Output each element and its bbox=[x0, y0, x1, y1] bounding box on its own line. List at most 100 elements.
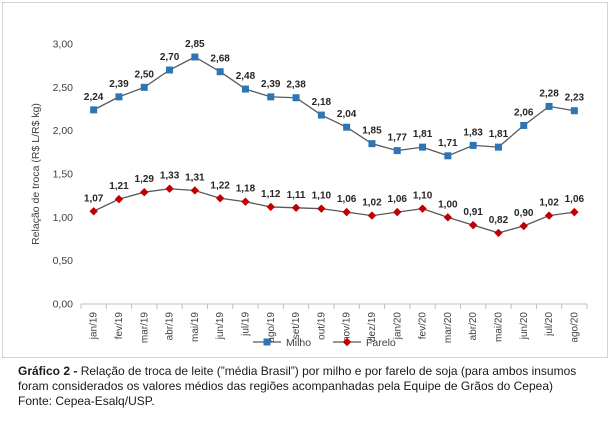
farelo-data-label: 1,06 bbox=[388, 194, 408, 205]
farelo-series-line bbox=[93, 188, 575, 234]
farelo-point bbox=[393, 207, 402, 217]
milho-data-label: 1,81 bbox=[489, 129, 509, 140]
milho-legend-label: Milho bbox=[286, 337, 311, 349]
x-tick-label: fev/19 bbox=[114, 312, 125, 340]
farelo-data-label: 1,31 bbox=[185, 172, 205, 183]
y-tick-label: 2,00 bbox=[53, 125, 74, 137]
farelo-data-label: 0,90 bbox=[514, 208, 534, 219]
milho-data-label: 2,28 bbox=[539, 88, 559, 99]
farelo-data-label: 1,00 bbox=[438, 199, 458, 210]
farelo-point bbox=[165, 184, 174, 193]
milho-point bbox=[343, 123, 351, 131]
milho-point bbox=[140, 83, 148, 91]
farelo-data-label: 1,02 bbox=[362, 198, 382, 209]
milho-series-line bbox=[93, 56, 575, 157]
x-tick-label: ago/19 bbox=[266, 312, 277, 343]
milho-data-label: 1,85 bbox=[362, 126, 382, 137]
y-tick-label: 1,00 bbox=[53, 212, 74, 224]
farelo-data-label: 1,11 bbox=[287, 190, 306, 201]
farelo-point bbox=[89, 207, 98, 216]
x-tick-label: nov/19 bbox=[342, 312, 353, 342]
x-tick-label: jul/20 bbox=[544, 312, 555, 337]
milho-data-label: 2,04 bbox=[337, 109, 357, 120]
x-tick-label: fev/20 bbox=[418, 312, 429, 340]
x-tick-label: dez/19 bbox=[367, 312, 378, 342]
y-axis-title: Relação de troca (R$ L/R$ kg) bbox=[30, 103, 42, 245]
milho-data-label: 2,23 bbox=[565, 93, 585, 104]
milho-data-label: 2,50 bbox=[135, 69, 155, 80]
y-tick-label: 1,50 bbox=[53, 169, 74, 181]
farelo-data-label: 1,33 bbox=[160, 171, 180, 182]
milho-data-label: 2,18 bbox=[312, 97, 332, 108]
y-tick-label: 0,50 bbox=[53, 255, 74, 267]
farelo-data-label: 1,12 bbox=[261, 189, 281, 200]
milho-point bbox=[166, 66, 174, 74]
x-tick-label: mai/19 bbox=[190, 312, 201, 342]
milho-data-label: 1,81 bbox=[413, 129, 433, 140]
x-tick-label: jun/19 bbox=[215, 312, 226, 341]
farelo-point bbox=[241, 197, 250, 206]
caption-text: Relação de troca de leite (”média Brasil… bbox=[18, 364, 577, 393]
chart-svg: Relação de troca (R$ L/R$ kg) 0,00 0,50 1,0… bbox=[30, 39, 588, 349]
x-tick-label: out/19 bbox=[316, 312, 327, 340]
milho-point bbox=[216, 68, 224, 76]
milho-point bbox=[520, 121, 528, 129]
farelo-point bbox=[266, 202, 275, 212]
farelo-point bbox=[215, 194, 225, 203]
x-tick-label: jan/19 bbox=[89, 312, 100, 341]
farelo-data-label: 1,18 bbox=[236, 184, 256, 195]
farelo-legend-marker bbox=[342, 337, 352, 347]
farelo-point bbox=[468, 220, 478, 230]
farelo-point bbox=[190, 186, 200, 195]
farelo-point bbox=[494, 228, 503, 238]
milho-data-label: 1,71 bbox=[438, 138, 458, 149]
x-tick-label: mai/20 bbox=[493, 312, 504, 342]
farelo-point bbox=[570, 207, 579, 217]
farelo-point bbox=[291, 203, 301, 212]
milho-data-label: 2,48 bbox=[236, 71, 256, 82]
farelo-point bbox=[544, 211, 554, 220]
x-tick-label: jun/20 bbox=[519, 312, 530, 341]
milho-point bbox=[115, 93, 123, 101]
farelo-data-label: 1,07 bbox=[84, 193, 104, 204]
milho-point bbox=[570, 107, 578, 115]
milho-point bbox=[292, 94, 300, 102]
farelo-data-label: 1,22 bbox=[210, 180, 230, 191]
farelo-legend-label: Farelo bbox=[366, 337, 396, 349]
milho-point bbox=[494, 143, 502, 151]
x-tick-label: abr/19 bbox=[165, 312, 176, 341]
milho-point bbox=[317, 111, 325, 119]
caption-label: Gráfico 2 - bbox=[18, 364, 78, 378]
x-tick-label: jul/19 bbox=[240, 312, 251, 337]
caption-source: Fonte: Cepea-Esalq/USP. bbox=[18, 394, 155, 408]
chart-frame: Relação de troca (R$ L/R$ kg) 0,00 0,50 1,0… bbox=[2, 2, 608, 358]
farelo-point bbox=[519, 221, 528, 231]
milho-point bbox=[241, 85, 249, 93]
milho-data-label: 2,39 bbox=[261, 79, 281, 90]
farelo-data-label: 1,29 bbox=[135, 174, 155, 185]
milho-point bbox=[393, 147, 401, 155]
farelo-point bbox=[114, 194, 124, 204]
milho-data-label: 1,83 bbox=[463, 127, 483, 138]
farelo-data-label: 1,10 bbox=[312, 191, 332, 202]
milho-data-label: 2,38 bbox=[286, 80, 306, 91]
x-tick-label: jan/20 bbox=[392, 312, 403, 341]
milho-data-label: 2,85 bbox=[185, 39, 205, 50]
milho-point bbox=[191, 53, 199, 61]
milho-point bbox=[545, 102, 553, 110]
y-tick-label: 2,50 bbox=[53, 82, 74, 94]
farelo-data-label: 1,02 bbox=[539, 198, 559, 209]
milho-data-label: 2,70 bbox=[160, 52, 180, 63]
farelo-data-label: 1,06 bbox=[565, 194, 585, 205]
milho-data-label: 1,77 bbox=[388, 133, 408, 144]
milho-point bbox=[419, 143, 427, 151]
x-tick-label: abr/20 bbox=[468, 312, 479, 341]
milho-point bbox=[90, 106, 98, 114]
milho-point bbox=[368, 140, 376, 148]
farelo-data-label: 0,82 bbox=[489, 215, 509, 226]
x-tick-label: ago/20 bbox=[569, 312, 580, 343]
milho-data-label: 2,68 bbox=[210, 54, 230, 65]
figure-caption: Gráfico 2 - Relação de troca de leite (”… bbox=[18, 364, 606, 409]
milho-legend-marker bbox=[263, 338, 271, 346]
farelo-point bbox=[418, 204, 427, 213]
